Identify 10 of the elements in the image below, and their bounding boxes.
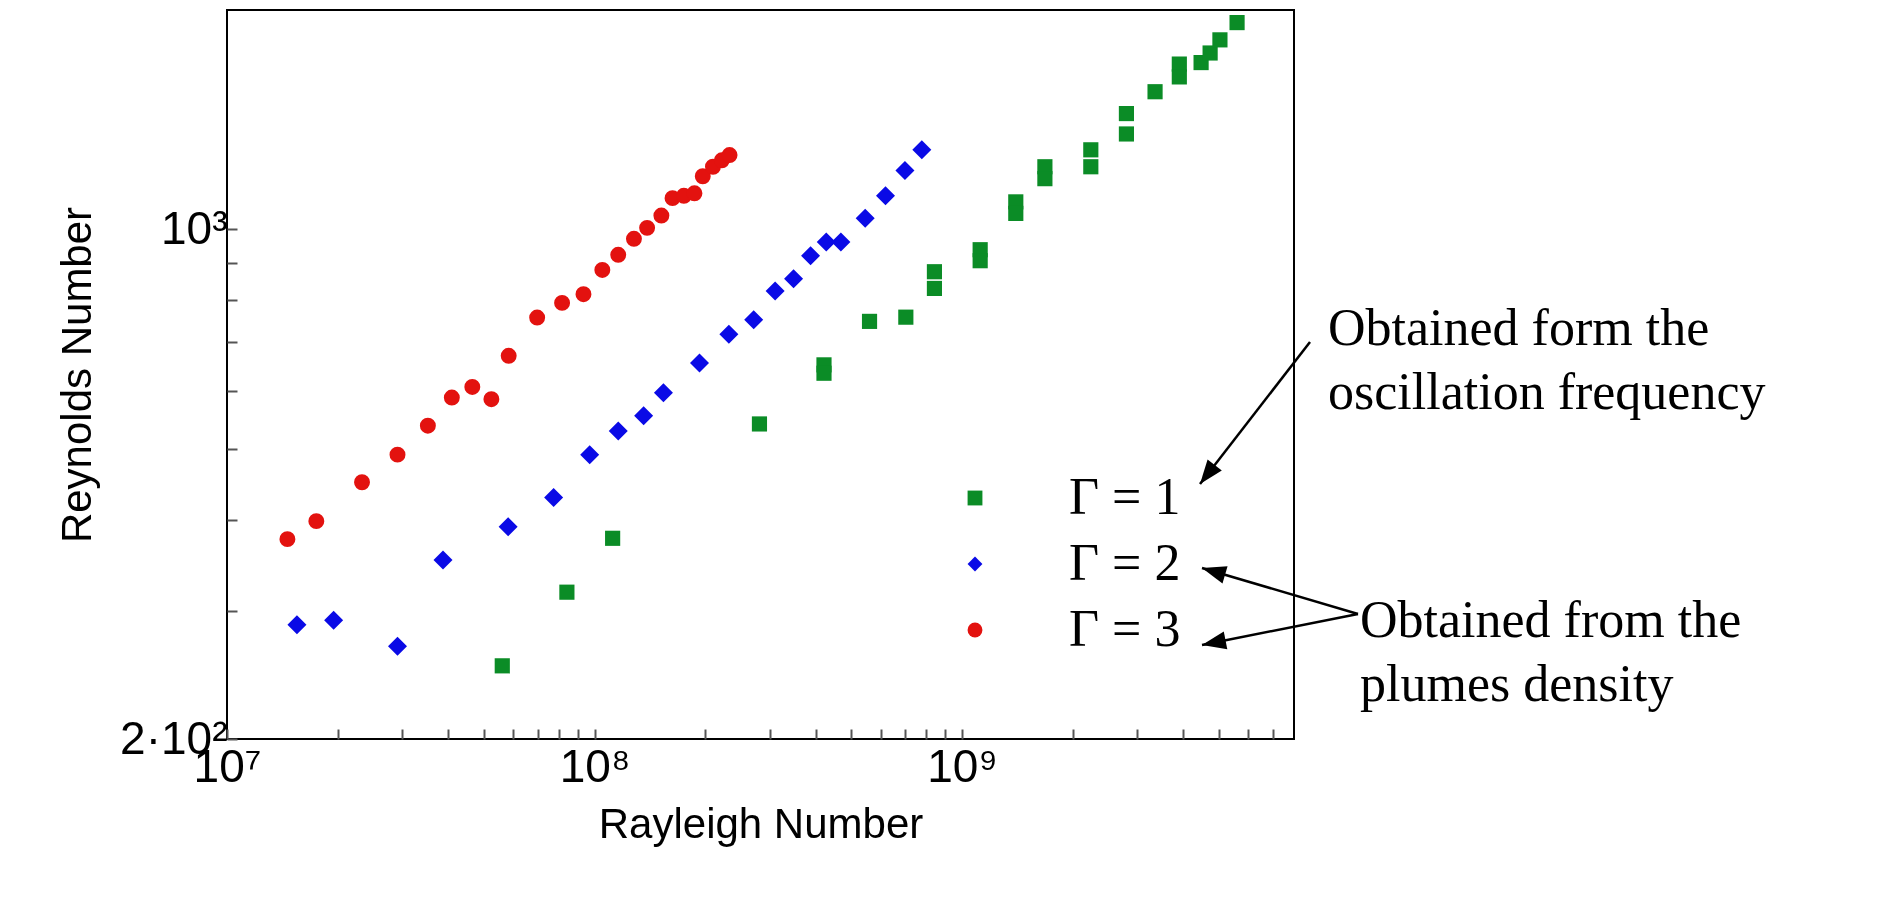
legend-label: Γ = 1 [1069,468,1181,525]
text: Obtained form the oscillation frequency [1328,298,1767,422]
y-tick-label: 10³ [161,201,228,254]
y-axis-title: Reynolds Number [53,206,101,544]
legend-label: Γ = 2 [1069,534,1181,591]
text: Obtained from the plumes density [1360,590,1743,714]
legend-label: Γ = 3 [1069,600,1181,657]
x-axis-title: Rayleigh Number [598,799,924,847]
x-tick-label: 10⁸ [559,739,631,792]
x-tick-label: 10⁹ [927,739,999,792]
